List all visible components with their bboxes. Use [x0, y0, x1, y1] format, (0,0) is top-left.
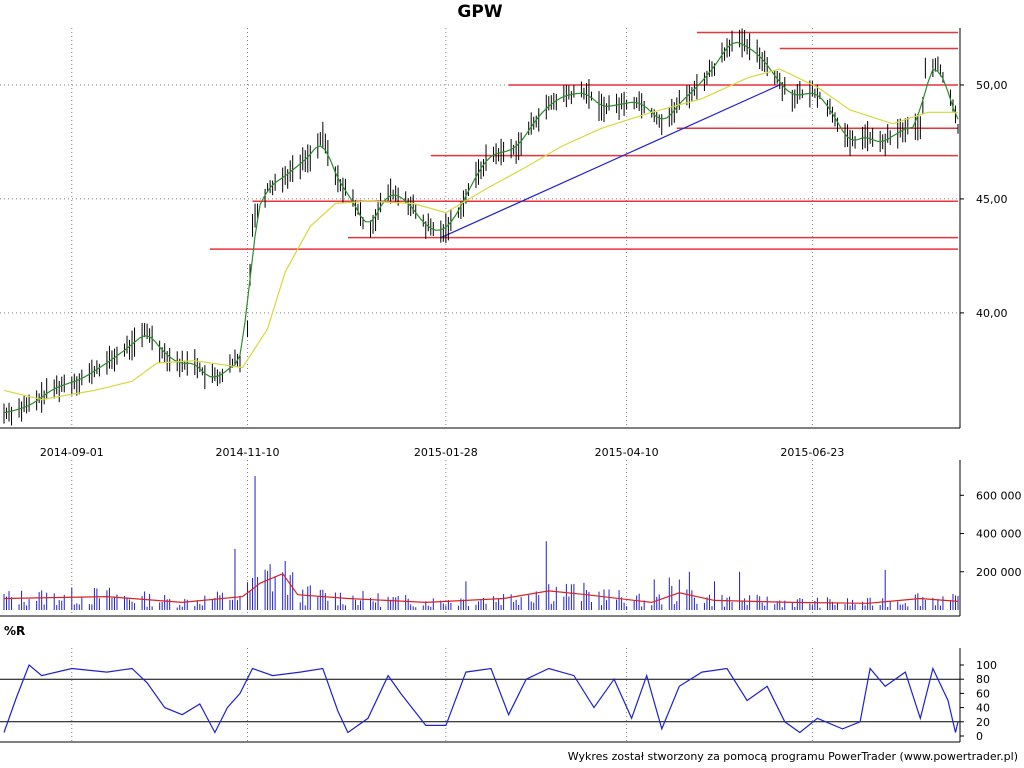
volume-bars: [3, 476, 959, 610]
wr-y-tick-label: 40: [976, 702, 990, 715]
volume-y-tick-label: 400 000: [976, 528, 1022, 541]
wr-line: [3, 664, 959, 734]
wr-y-tick-label: 100: [976, 659, 997, 672]
price-y-tick-label: 45,00: [976, 193, 1008, 206]
price-y-tick-label: 40,00: [976, 307, 1008, 320]
wr-panel-title: %R: [4, 624, 26, 638]
wr-y-tick-label: 0: [976, 730, 983, 743]
ma-long-line: [3, 68, 958, 401]
ma-short-line: [3, 41, 959, 414]
wr-y-tick-label: 20: [976, 716, 990, 729]
wr-y-tick-label: 80: [976, 673, 990, 686]
wr-y-tick-label: 60: [976, 687, 990, 700]
volume-y-tick-label: 200 000: [976, 566, 1022, 579]
x-tick-label: 2014-11-10: [216, 446, 280, 459]
volume-panel: 200 000 400 000 600 000: [0, 460, 1022, 617]
trendline: [440, 84, 780, 239]
volume-average-line: [3, 572, 959, 604]
volume-y-tick-label: 600 000: [976, 489, 1022, 502]
price-y-tick-label: 50,00: [976, 79, 1008, 92]
price-bars: [3, 28, 959, 426]
x-tick-label: 2015-04-10: [595, 446, 659, 459]
chart-title: GPW: [457, 2, 503, 22]
x-tick-label: 2015-01-28: [414, 446, 478, 459]
footer-credit: Wykres został stworzony za pomocą progra…: [567, 750, 1018, 763]
price-panel: 2014-09-01 2014-11-10 2015-01-28 2015-04-10…: [0, 28, 1008, 459]
x-tick-label: 2015-06-23: [780, 446, 844, 459]
x-tick-label: 2014-09-01: [40, 446, 104, 459]
